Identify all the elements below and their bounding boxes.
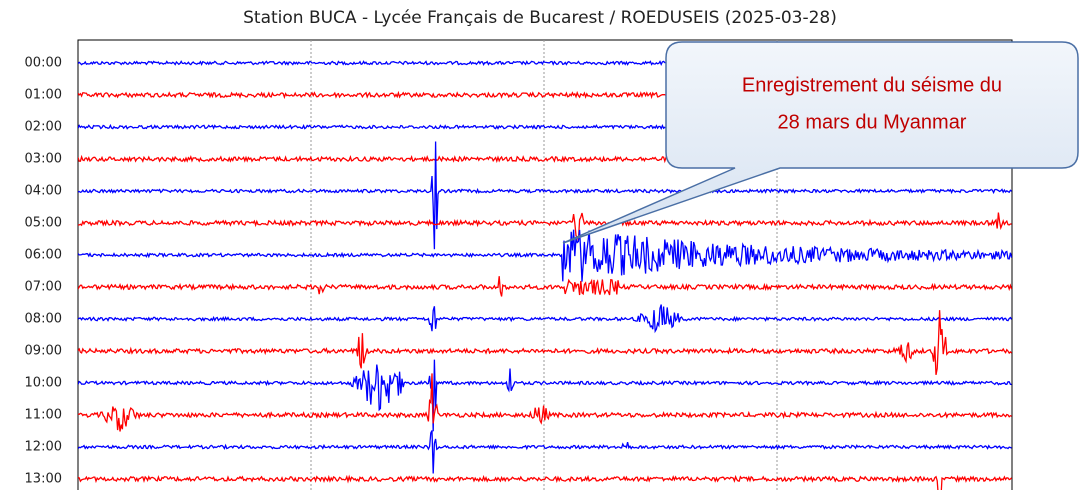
trace <box>78 141 1012 250</box>
trace <box>78 212 1012 241</box>
row-label: 01:00 <box>25 88 62 103</box>
row-label: 10:00 <box>25 376 62 391</box>
row-label: 08:00 <box>25 312 62 327</box>
row-labels: 00:00 01:00 02:00 03:00 04:00 05:00 06:00 07:00… <box>25 56 62 487</box>
trace <box>78 474 1012 490</box>
trace <box>78 373 1012 432</box>
grid <box>310 40 778 490</box>
row-label: 07:00 <box>25 280 62 295</box>
callout: Enregistrement du séisme du 28 mars du M… <box>562 41 1079 244</box>
row-label: 05:00 <box>25 216 62 231</box>
trace <box>78 276 1012 297</box>
trace <box>78 359 1012 432</box>
callout-line: Enregistrement du séisme du <box>742 74 1002 96</box>
row-label: 06:00 <box>25 248 62 263</box>
row-label: 02:00 <box>25 120 62 135</box>
trace <box>78 304 1012 334</box>
trace <box>78 229 1012 282</box>
row-label: 11:00 <box>25 408 62 423</box>
row-label: 13:00 <box>25 472 62 487</box>
row-label: 04:00 <box>25 184 62 199</box>
callout-line: 28 mars du Myanmar <box>778 111 967 133</box>
chart-title: Station BUCA - Lycée Français de Bucares… <box>243 8 837 28</box>
callout-box <box>562 41 1079 244</box>
plot-frame <box>77 39 1013 490</box>
trace <box>78 430 1012 474</box>
row-label: 12:00 <box>25 440 62 455</box>
trace <box>78 310 1012 376</box>
traces <box>78 59 1012 490</box>
row-label: 00:00 <box>25 56 62 71</box>
row-label: 03:00 <box>25 152 62 167</box>
row-label: 09:00 <box>25 344 62 359</box>
